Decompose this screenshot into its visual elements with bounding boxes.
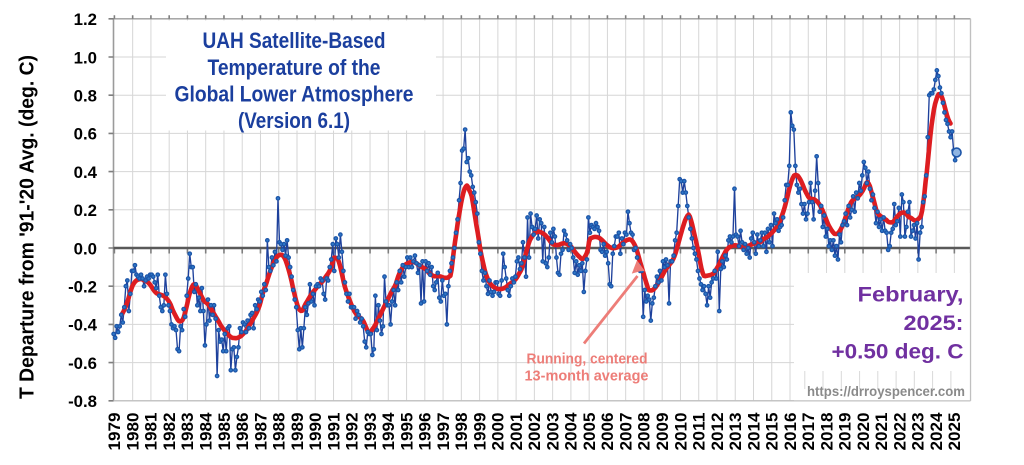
svg-text:0.6: 0.6 [74,125,97,144]
svg-text:1991: 1991 [325,413,343,451]
svg-text:2013: 2013 [727,413,745,451]
svg-text:2006: 2006 [599,413,617,451]
svg-text:1982: 1982 [161,413,179,451]
svg-text:1989: 1989 [289,413,307,451]
svg-text:1979: 1979 [106,413,124,451]
svg-text:1.0: 1.0 [74,48,97,67]
svg-text:-0.8: -0.8 [68,392,97,411]
svg-text:1987: 1987 [252,413,270,451]
svg-text:1990: 1990 [307,413,325,451]
svg-text:-0.2: -0.2 [68,278,97,297]
svg-text:1980: 1980 [125,413,143,451]
svg-text:0.8: 0.8 [74,87,97,106]
svg-text:2023: 2023 [910,413,928,451]
svg-text:2025:: 2025: [904,311,964,335]
svg-text:2022: 2022 [891,413,909,451]
svg-text:2015: 2015 [764,413,782,451]
svg-text:2003: 2003 [544,413,562,451]
svg-text:2024: 2024 [928,413,946,451]
svg-text:2000: 2000 [490,413,508,451]
svg-text:2007: 2007 [618,413,636,451]
svg-text:1984: 1984 [198,413,216,451]
svg-text:1.2: 1.2 [74,10,97,29]
svg-text:-0.4: -0.4 [68,316,98,335]
svg-text:1992: 1992 [344,413,362,451]
svg-text:2012: 2012 [709,413,727,451]
svg-text:1981: 1981 [143,413,161,451]
svg-text:Temperature of the: Temperature of the [208,55,381,80]
svg-text:1996: 1996 [417,413,435,451]
svg-text:Running, centered: Running, centered [527,351,648,367]
svg-text:1985: 1985 [216,413,234,451]
svg-text:Global Lower Atmosphere: Global Lower Atmosphere [175,81,414,106]
svg-text:2017: 2017 [800,413,818,451]
svg-text:0.2: 0.2 [74,201,97,220]
svg-text:(Version 6.1): (Version 6.1) [238,108,350,133]
svg-text:February,: February, [858,283,964,307]
svg-text:2009: 2009 [654,413,672,451]
svg-text:1998: 1998 [453,413,471,451]
svg-text:13-month average: 13-month average [525,369,649,385]
svg-text:2014: 2014 [745,413,763,451]
svg-text:2011: 2011 [691,413,709,451]
svg-text:2010: 2010 [672,413,690,451]
svg-text:2001: 2001 [508,413,526,451]
svg-text:1999: 1999 [471,413,489,451]
svg-text:1986: 1986 [234,413,252,451]
svg-text:1997: 1997 [435,413,453,451]
svg-text:1995: 1995 [398,413,416,451]
svg-text:2002: 2002 [526,413,544,451]
svg-text:2005: 2005 [581,413,599,451]
svg-text:2025: 2025 [946,413,964,451]
svg-text:0.4: 0.4 [74,163,98,182]
svg-text:1988: 1988 [271,413,289,451]
svg-text:2008: 2008 [636,413,654,451]
svg-text:https://drroyspencer.com: https://drroyspencer.com [807,384,965,399]
svg-text:2018: 2018 [818,413,836,451]
svg-text:2020: 2020 [855,413,873,451]
svg-text:2021: 2021 [873,413,891,451]
svg-text:UAH Satellite-Based: UAH Satellite-Based [203,28,386,53]
svg-text:1994: 1994 [380,413,398,451]
svg-text:2019: 2019 [837,413,855,451]
svg-text:-0.6: -0.6 [68,354,97,373]
svg-text:T Departure from '91-'20 Avg.: T Departure from '91-'20 Avg. (deg. C) [17,55,39,399]
svg-text:1983: 1983 [179,413,197,451]
svg-text:2004: 2004 [563,413,581,451]
svg-text:2016: 2016 [782,413,800,451]
svg-text:1993: 1993 [362,413,380,451]
svg-text:+0.50 deg. C: +0.50 deg. C [832,340,964,364]
svg-text:0.0: 0.0 [74,239,97,258]
